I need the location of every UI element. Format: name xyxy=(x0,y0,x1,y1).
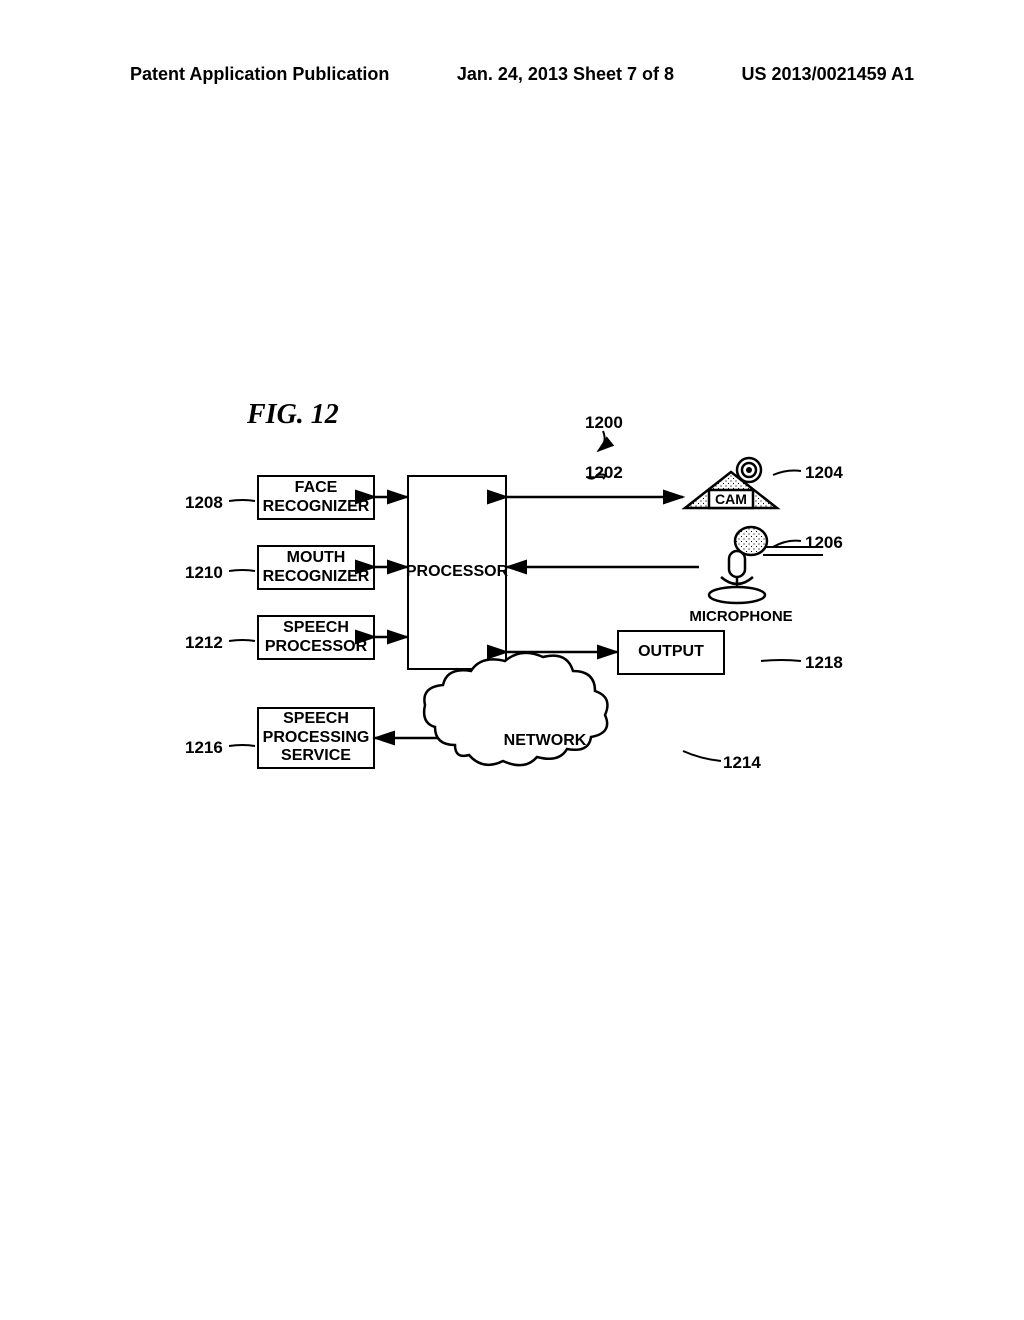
camera-icon: CAM xyxy=(685,458,777,508)
header-right: US 2013/0021459 A1 xyxy=(742,64,914,85)
network-label: NETWORK xyxy=(504,732,587,749)
network-cloud: NETWORK xyxy=(424,653,607,765)
leader-1210 xyxy=(229,570,255,571)
leader-1200 xyxy=(598,431,605,451)
leader-1216 xyxy=(229,745,255,746)
header-left: Patent Application Publication xyxy=(130,64,389,85)
leader-1204 xyxy=(773,471,801,476)
diagram-svg: CAM MICROPHONE NETWORK xyxy=(185,405,845,885)
leader-1214 xyxy=(683,751,721,761)
microphone-label: MICROPHONE xyxy=(689,608,792,625)
microphone-icon xyxy=(709,527,823,603)
leader-1208 xyxy=(229,500,255,501)
leader-1202 xyxy=(587,475,605,480)
leader-1212 xyxy=(229,640,255,641)
figure-12: FIG. 12 1200 1202 1204 1206 1208 1210 12… xyxy=(185,405,845,885)
leader-1218 xyxy=(761,660,801,661)
header-center: Jan. 24, 2013 Sheet 7 of 8 xyxy=(457,64,674,85)
page-header: Patent Application Publication Jan. 24, … xyxy=(0,64,1024,85)
cam-label: CAM xyxy=(715,491,747,507)
